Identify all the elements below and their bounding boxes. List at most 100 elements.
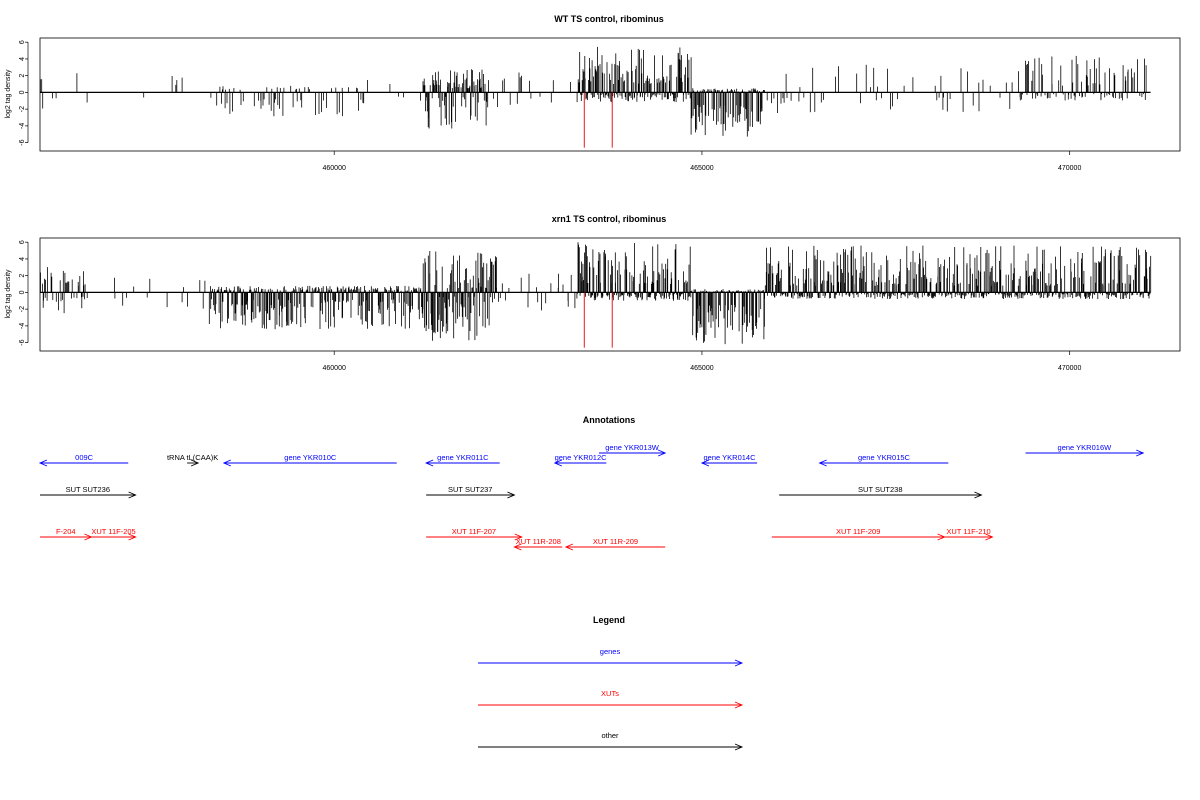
annotation-feature: XUT 11F-205 — [91, 527, 137, 541]
feature-arrowhead — [553, 459, 563, 467]
feature-label: gene YKR012C — [555, 453, 608, 462]
feature-label: SUT SUT236 — [66, 485, 110, 494]
y-tick-label: 0 — [19, 290, 26, 294]
legend-entry: XUTs — [478, 689, 744, 709]
annotation-features: 009C tRNA tL(CAA)K gene YKR010C gene YKR011… — [38, 443, 1145, 551]
xrn1-plot-frame — [39, 237, 1181, 352]
xrn1-panel-title: xrn1 TS control, ribominus — [552, 214, 667, 224]
x-tick-label: 460000 — [323, 165, 346, 172]
legend-entry: genes — [478, 647, 744, 667]
wt-track-panel: WT TS control, ribominus log2 tag densit… — [5, 14, 1181, 172]
xrn1-bars — [40, 242, 1152, 348]
y-tick-label: 0 — [19, 90, 26, 94]
wt-plot-frame — [39, 37, 1181, 152]
legend-label: other — [601, 731, 619, 740]
feature-arrowhead — [974, 491, 983, 499]
feature-arrowhead — [128, 533, 137, 541]
feature-arrowhead — [818, 459, 827, 467]
xrn1-axes: -6 -4 -2 0 2 4 6 460000 465000 470000 — [19, 240, 1081, 372]
x-tick-label: 465000 — [690, 165, 713, 172]
annotation-feature: SUT SUT236 — [40, 485, 137, 499]
annotation-feature: XUT 11F-210 — [944, 527, 994, 541]
annotation-feature: XUT 11F-209 — [771, 527, 946, 541]
legend-label: XUTs — [601, 689, 619, 698]
feature-arrowhead — [1136, 449, 1145, 457]
legend-arrowhead — [734, 659, 744, 667]
y-tick-label: -4 — [19, 323, 26, 329]
feature-label: XUT 11R-209 — [593, 537, 638, 546]
y-tick-label: 6 — [19, 240, 26, 244]
annotation-feature: gene YKR013W — [598, 443, 667, 457]
feature-label: gene YKR010C — [284, 453, 337, 462]
xrn1-track-panel: xrn1 TS control, ribominus log2 tag dens… — [5, 214, 1181, 372]
x-tick-label: 460000 — [323, 365, 346, 372]
y-tick-label: 2 — [19, 274, 26, 278]
feature-arrowhead — [190, 459, 200, 467]
annotation-feature: XUT 11R-209 — [564, 537, 666, 551]
feature-arrowhead — [38, 459, 48, 467]
x-tick-label: 470000 — [1058, 365, 1081, 372]
legend-title: Legend — [593, 615, 625, 625]
annotation-feature: XUT 11F-207 — [426, 527, 523, 541]
annotation-feature: gene YKR011C — [424, 453, 500, 467]
y-tick-label: -6 — [19, 139, 26, 145]
annotation-feature: gene YKR010C — [222, 453, 397, 467]
feature-label: gene YKR013W — [605, 443, 660, 452]
feature-label: tRNA tL(CAA)K — [167, 453, 218, 462]
feature-label: XUT 11F-210 — [946, 527, 990, 536]
feature-arrowhead — [700, 459, 710, 467]
annotation-feature: gene YKR016W — [1025, 443, 1145, 457]
y-tick-label: 4 — [19, 257, 26, 261]
annotation-feature: gene YKR014C — [700, 453, 758, 467]
legend-arrowhead — [734, 701, 744, 709]
feature-arrowhead — [564, 543, 574, 551]
y-tick-label: 4 — [19, 57, 26, 61]
wt-axes: -6 -4 -2 0 2 4 6 460000 465000 470000 — [19, 40, 1081, 172]
feature-arrowhead — [513, 543, 522, 551]
annotation-feature: XUT 11R-208 — [513, 537, 563, 551]
y-tick-label: -2 — [19, 306, 26, 312]
y-tick-label: 6 — [19, 40, 26, 44]
feature-label: 009C — [75, 453, 94, 462]
legend-panel: Legend genes XUTs other — [478, 615, 744, 751]
y-tick-label: -2 — [19, 106, 26, 112]
annotation-feature: gene YKR012C — [553, 453, 608, 467]
annotations-title: Annotations — [583, 415, 636, 425]
annotation-feature: SUT SUT237 — [426, 485, 516, 499]
feature-arrowhead — [985, 533, 994, 541]
y-tick-label: 2 — [19, 74, 26, 78]
y-tick-label: -4 — [19, 123, 26, 129]
feature-label: F-204 — [56, 527, 76, 536]
feature-label: gene YKR014C — [704, 453, 757, 462]
y-tick-label: -6 — [19, 339, 26, 345]
wt-y-axis-label: log2 tag density — [5, 69, 12, 119]
annotation-feature: tRNA tL(CAA)K — [167, 453, 218, 467]
annotation-feature: SUT SUT238 — [779, 485, 983, 499]
feature-label: gene YKR015C — [858, 453, 911, 462]
feature-arrowhead — [424, 459, 434, 467]
annotation-feature: gene YKR015C — [818, 453, 949, 467]
feature-label: XUT 11F-205 — [91, 527, 135, 536]
xrn1-y-axis-label: log2 tag density — [5, 269, 12, 319]
feature-arrowhead — [507, 491, 516, 499]
annotation-feature: F-204 — [40, 527, 93, 541]
legend-entries: genes XUTs other — [478, 647, 744, 751]
legend-entry: other — [478, 731, 744, 751]
feature-label: XUT 11F-207 — [452, 527, 496, 536]
feature-arrowhead — [657, 449, 667, 457]
annotations-panel: Annotations 009C tRNA tL(CAA)K gene YKR010… — [38, 415, 1145, 551]
feature-arrowhead — [222, 459, 232, 467]
annotation-feature: 009C — [38, 453, 129, 467]
feature-label: SUT SUT238 — [858, 485, 902, 494]
wt-panel-title: WT TS control, ribominus — [554, 14, 664, 24]
legend-label: genes — [600, 647, 621, 656]
feature-label: XUT 11R-208 — [516, 537, 561, 546]
legend-arrowhead — [734, 743, 744, 751]
feature-label: gene YKR016W — [1058, 443, 1113, 452]
x-tick-label: 470000 — [1058, 165, 1081, 172]
feature-label: XUT 11F-209 — [836, 527, 880, 536]
wt-bars — [40, 46, 1151, 148]
feature-arrowhead — [514, 533, 523, 541]
feature-arrowhead — [128, 491, 137, 499]
